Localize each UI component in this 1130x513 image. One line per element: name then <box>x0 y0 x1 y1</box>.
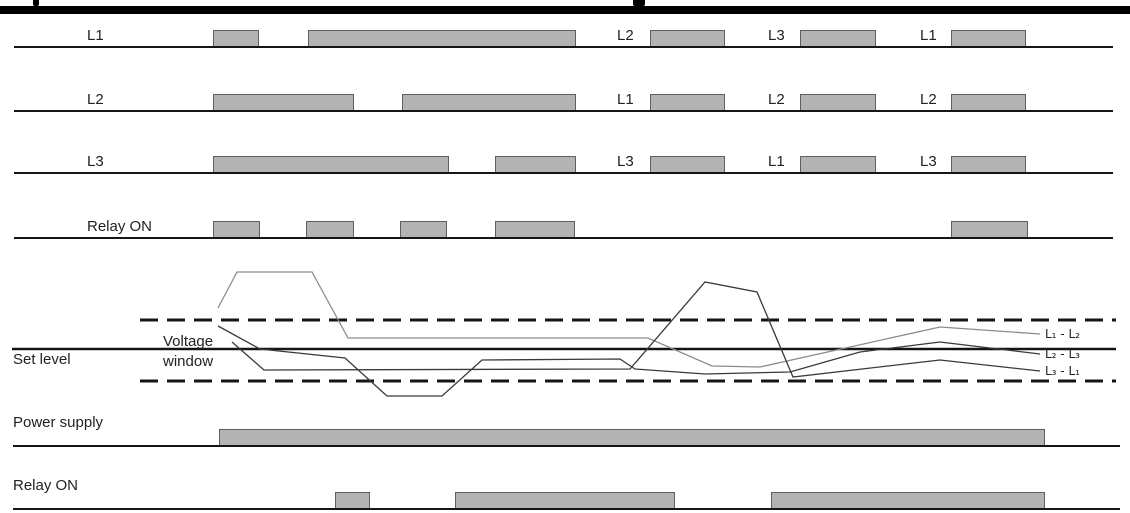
signal-baseline <box>14 110 1113 112</box>
phase-label: L1 <box>920 27 937 44</box>
signal-pulse <box>213 94 354 110</box>
signal-pulse <box>650 156 725 172</box>
section-top-rule <box>0 6 1130 14</box>
signal-pulse <box>951 156 1026 172</box>
signal-pulse <box>213 221 260 237</box>
signal-pulse <box>800 94 876 110</box>
voltage-window-label-line1: Voltage <box>163 333 214 350</box>
signal-label: Relay ON <box>13 477 79 494</box>
heading-descender-mark <box>633 0 645 6</box>
signal-baseline <box>13 508 1120 510</box>
signal-pulse <box>306 221 354 237</box>
signal-pulse <box>455 492 675 508</box>
signal-pulse <box>800 156 876 172</box>
signal-pulse <box>951 94 1026 110</box>
voltage-curve-label-L2-L3: L₂ - L₃ <box>1045 347 1080 361</box>
signal-pulse <box>800 30 876 46</box>
signal-pulse <box>650 30 725 46</box>
set-level-label: Set level <box>13 351 71 368</box>
signal-pulse <box>951 30 1026 46</box>
signal-baseline <box>14 237 1113 239</box>
voltage-curve-label-L1-L2: L₁ - L₂ <box>1045 327 1080 341</box>
phase-label: L1 <box>617 91 634 108</box>
signal-pulse <box>650 94 725 110</box>
voltage-curve-L2-L3 <box>217 325 1041 397</box>
signal-pulse <box>400 221 447 237</box>
signal-pulse <box>951 221 1028 237</box>
signal-label: Power supply <box>13 414 104 431</box>
phase-label: L3 <box>768 27 785 44</box>
signal-pulse <box>308 30 576 46</box>
voltage-curve-L1-L2 <box>217 271 1041 368</box>
signal-pulse <box>402 94 576 110</box>
signal-baseline <box>14 172 1113 174</box>
signal-pulse <box>771 492 1045 508</box>
signal-pulse <box>495 221 575 237</box>
voltage-curve-label-L3-L1: L₃ - L₁ <box>1045 364 1080 378</box>
voltage-window-label-line2: window <box>163 353 214 370</box>
voltage-curve-L3-L1 <box>231 281 1041 378</box>
phase-label: L2 <box>920 91 937 108</box>
signal-pulse <box>213 156 449 172</box>
phase-label: L3 <box>617 153 634 170</box>
signal-label: L3 <box>87 153 104 170</box>
signal-label: L1 <box>87 27 104 44</box>
signal-pulse <box>219 429 1045 445</box>
signal-pulse <box>495 156 576 172</box>
signal-label: Relay ON <box>87 218 153 235</box>
phase-label: L2 <box>768 91 785 108</box>
signal-pulse <box>213 30 259 46</box>
phase-label: L2 <box>617 27 634 44</box>
phase-label: L3 <box>920 153 937 170</box>
signal-pulse <box>335 492 370 508</box>
signal-baseline <box>14 46 1113 48</box>
phase-label: L1 <box>768 153 785 170</box>
signal-label: L2 <box>87 91 104 108</box>
signal-baseline <box>13 445 1120 447</box>
heading-descender-mark <box>33 0 39 6</box>
